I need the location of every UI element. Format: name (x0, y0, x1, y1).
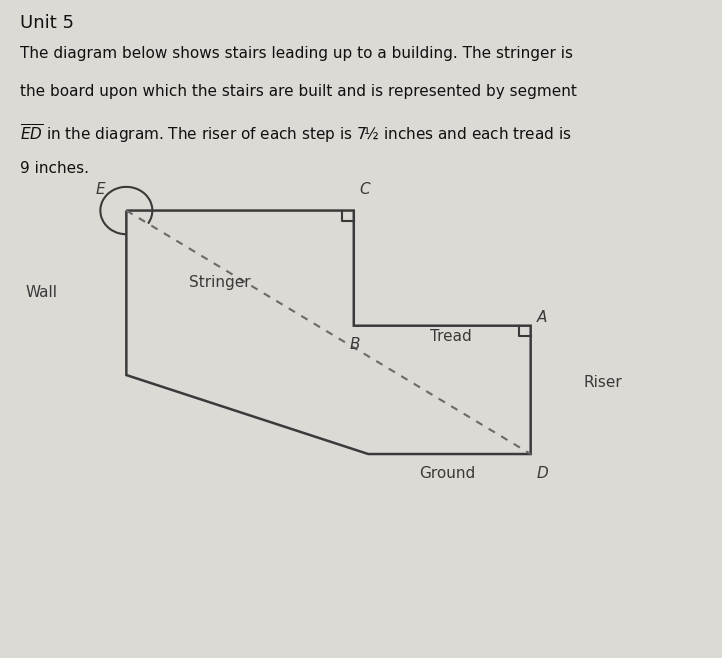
Text: Unit 5: Unit 5 (20, 14, 74, 32)
Text: the board upon which the stairs are built and is represented by segment: the board upon which the stairs are buil… (20, 84, 577, 99)
Text: $D$: $D$ (536, 465, 549, 481)
Text: $A$: $A$ (536, 309, 548, 325)
Text: $B$: $B$ (349, 336, 361, 351)
Text: Tread: Tread (430, 330, 472, 344)
Text: Wall: Wall (26, 286, 58, 300)
Text: The diagram below shows stairs leading up to a building. The stringer is: The diagram below shows stairs leading u… (20, 46, 573, 61)
Text: Stringer: Stringer (189, 276, 251, 290)
Text: $E$: $E$ (95, 182, 107, 197)
Text: Riser: Riser (583, 376, 622, 390)
Text: $\overline{ED}$ in the diagram. The riser of each step is 7½ inches and each tre: $\overline{ED}$ in the diagram. The rise… (20, 122, 572, 145)
Text: 9 inches.: 9 inches. (20, 161, 90, 176)
Text: Ground: Ground (419, 466, 476, 481)
Text: $C$: $C$ (359, 182, 371, 197)
